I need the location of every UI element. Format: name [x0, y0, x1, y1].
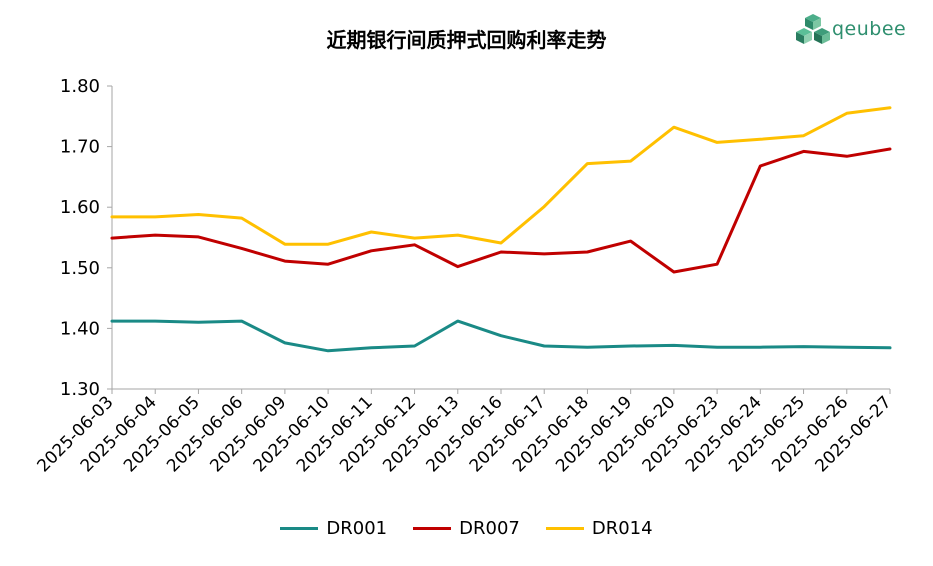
qeubee-logo: qeubee — [796, 12, 916, 52]
legend-label: DR001 — [326, 518, 388, 539]
series-line-dr001 — [110, 319, 892, 353]
legend-item-dr014: DR014 — [545, 518, 653, 539]
legend-label: DR014 — [591, 518, 653, 539]
legend-swatch — [545, 527, 584, 530]
series-lines — [110, 106, 892, 353]
legend-swatch — [280, 527, 319, 530]
tick-labels: 1.301.401.501.601.701.802025-06-032025-0… — [34, 76, 896, 476]
legend-label: DR007 — [459, 518, 520, 539]
series-line-dr007 — [110, 147, 892, 274]
chart-legend: DR001 DR007 DR014 — [0, 518, 933, 539]
chart-title: 近期银行间质押式回购利率走势 — [326, 28, 607, 52]
logo-text: qeubee — [832, 18, 907, 40]
y-tick-label: 1.60 — [60, 197, 100, 218]
cube-logo-icon — [796, 14, 830, 44]
y-tick-label: 1.30 — [60, 379, 100, 400]
legend-swatch — [413, 527, 452, 530]
legend-item-dr007: DR007 — [413, 518, 520, 539]
legend-item-dr001: DR001 — [280, 518, 387, 539]
y-tick-label: 1.40 — [60, 318, 100, 339]
y-tick-label: 1.50 — [60, 258, 100, 279]
series-line-dr014 — [110, 106, 892, 246]
y-tick-label: 1.70 — [60, 137, 100, 158]
y-tick-label: 1.80 — [60, 76, 100, 97]
